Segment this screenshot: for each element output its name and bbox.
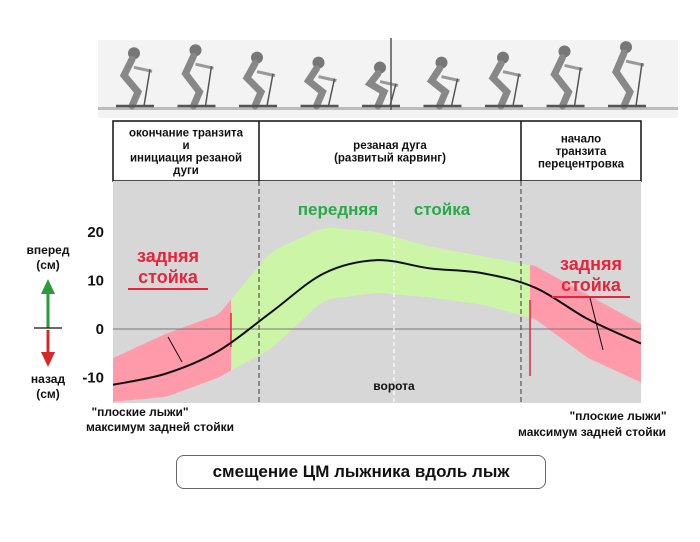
y-label-forward-2: (см) bbox=[36, 258, 60, 272]
phase-label-line: (развитый карвинг) bbox=[334, 152, 446, 164]
skier-body bbox=[488, 60, 512, 110]
phase-label-line: и bbox=[182, 140, 189, 152]
flat-ski-left-1: "плоские лыжи" bbox=[91, 405, 188, 419]
skier-body bbox=[426, 65, 450, 110]
cm-displacement-curve bbox=[112, 259, 642, 386]
back-arrow bbox=[41, 330, 55, 367]
skier-figure bbox=[300, 56, 339, 110]
ski-pole bbox=[450, 78, 459, 107]
y-label-back-1: назад bbox=[31, 372, 66, 386]
back-stance-left-2: стойка bbox=[138, 267, 199, 287]
header-frame bbox=[112, 120, 642, 182]
leader-line-right bbox=[589, 297, 604, 351]
skier-arm bbox=[133, 65, 153, 73]
phase-label-line: перецентровка bbox=[538, 159, 625, 171]
forward-stance-band bbox=[231, 227, 530, 371]
skier-arm bbox=[195, 62, 214, 70]
forward-stance-label-1: передняя bbox=[298, 200, 378, 219]
ski-pole bbox=[204, 66, 213, 107]
phase-label-line: дуги bbox=[173, 165, 199, 177]
flat-ski-right-1: "плоские лыжи" bbox=[569, 409, 666, 423]
ski-pole bbox=[573, 67, 582, 107]
y-tick-label: 0 bbox=[96, 321, 104, 338]
flat-ski-right-2: максимум задней стойки bbox=[518, 425, 666, 439]
skier-body bbox=[119, 55, 143, 110]
phase-label-line: окончание транзита bbox=[129, 127, 244, 139]
skier-body bbox=[612, 49, 634, 110]
back-stance-band-left bbox=[113, 299, 231, 402]
skier-figure bbox=[485, 51, 523, 110]
skier-arm bbox=[625, 59, 645, 67]
skier-figure bbox=[239, 51, 277, 110]
back-stance-band-right bbox=[530, 264, 641, 383]
phase-label-line: начало bbox=[561, 134, 601, 146]
leader-line-left bbox=[167, 336, 183, 363]
ski-pole bbox=[143, 69, 151, 107]
skier-figure bbox=[423, 56, 462, 110]
y-axis-ticks: 20 10 0 -10 bbox=[82, 224, 104, 387]
ski-pole bbox=[512, 73, 520, 107]
back-stance-left-1: задняя bbox=[137, 246, 199, 266]
y-tick-label: 10 bbox=[87, 273, 104, 290]
forward-stance-label-2: стойка bbox=[414, 200, 471, 219]
flat-ski-left-2: максимум задней стойки bbox=[86, 420, 234, 434]
skier-arm bbox=[564, 63, 583, 71]
phase-label-line: транзита bbox=[556, 146, 607, 158]
skier-body bbox=[181, 52, 204, 110]
skier-body bbox=[242, 60, 266, 110]
skier-body bbox=[550, 53, 573, 110]
y-tick-label: 20 bbox=[87, 224, 104, 241]
skier-figures bbox=[116, 38, 646, 110]
skier-figure bbox=[546, 45, 585, 110]
y-tick-label: -10 bbox=[82, 370, 104, 387]
strip-ground bbox=[98, 107, 678, 110]
phase-label-line: резаная дуга bbox=[353, 140, 427, 152]
back-stance-right-1: задняя bbox=[560, 254, 622, 274]
forward-arrow bbox=[41, 279, 55, 328]
phase-label-line: инициация резаной bbox=[130, 152, 242, 164]
ski-pole bbox=[327, 78, 336, 107]
ski-pole bbox=[635, 62, 643, 107]
skier-figure bbox=[116, 47, 154, 110]
y-label-back-2: (см) bbox=[36, 387, 60, 401]
y-label-forward-1: вперед bbox=[27, 243, 70, 257]
diagram-caption: смещение ЦМ лыжника вдоль лыж bbox=[176, 455, 546, 489]
skier-body bbox=[364, 70, 389, 110]
skier-figure bbox=[177, 44, 216, 110]
gate-label: ворота bbox=[373, 379, 415, 393]
skier-figure bbox=[608, 41, 646, 110]
skier-sequence-strip bbox=[98, 38, 678, 118]
ski-pole bbox=[266, 73, 274, 107]
skier-body bbox=[303, 65, 327, 110]
back-stance-right-2: стойка bbox=[561, 275, 622, 295]
plot-area: ворота bbox=[112, 181, 642, 403]
